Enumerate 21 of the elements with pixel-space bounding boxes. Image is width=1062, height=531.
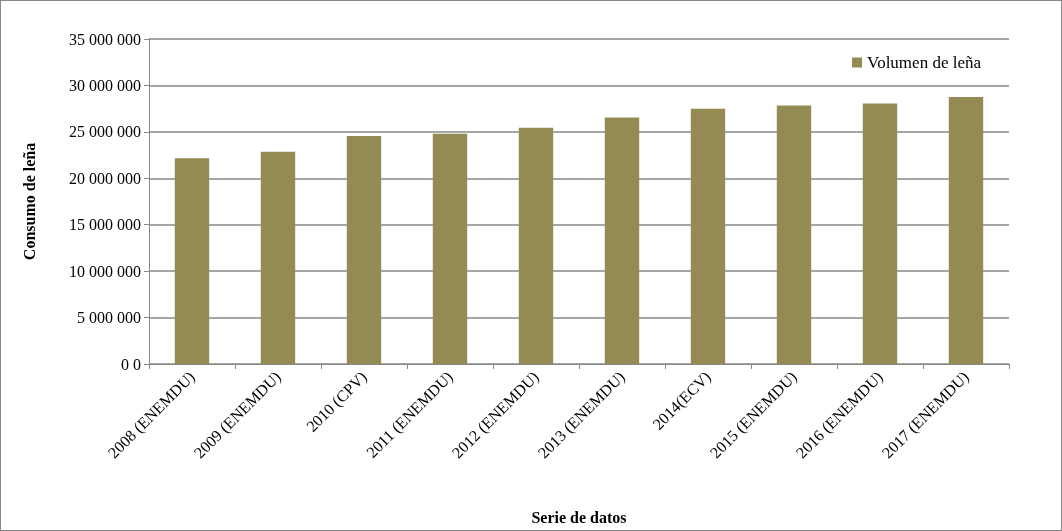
y-tick-label: 15 000 000 xyxy=(69,216,141,234)
y-tick-label: 30 000 000 xyxy=(69,76,141,94)
y-tick-label: 20 000 000 xyxy=(69,169,141,187)
bar xyxy=(690,108,726,364)
bar xyxy=(432,133,468,364)
bar xyxy=(862,103,898,364)
y-axis-title: Consumo de leña xyxy=(20,142,38,261)
legend-label: Volumen de leña xyxy=(867,53,982,72)
y-tick-label: 25 000 000 xyxy=(69,123,141,141)
bar xyxy=(518,127,554,364)
y-tick-label: 5 000 000 xyxy=(77,309,141,327)
bar xyxy=(604,117,640,364)
bar xyxy=(948,97,984,364)
x-axis-title: Serie de datos xyxy=(531,508,627,526)
y-tick-label: 10 000 000 xyxy=(69,262,141,280)
y-tick-label: 0 0 xyxy=(121,355,141,373)
y-tick-label: 35 000 000 xyxy=(69,30,141,48)
bar xyxy=(260,151,296,364)
bar xyxy=(776,105,812,364)
bar xyxy=(174,158,210,364)
bar xyxy=(346,136,382,364)
